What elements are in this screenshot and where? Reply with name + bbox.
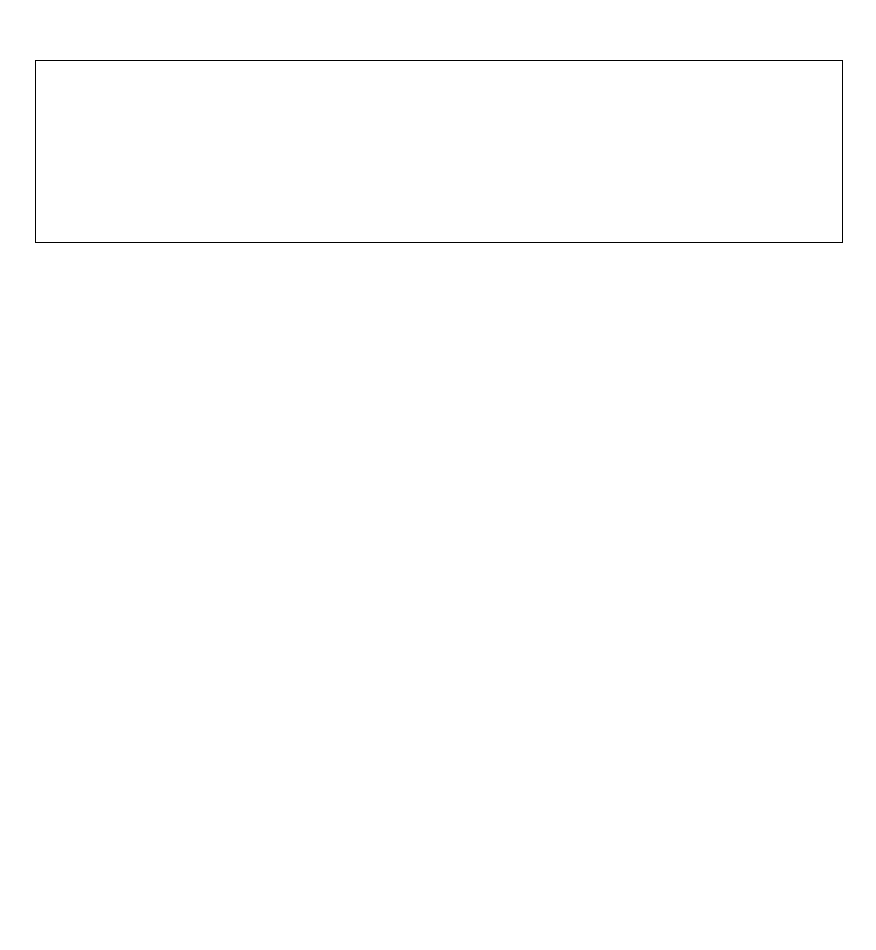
no-transactions-text xyxy=(33,12,858,28)
statistics-table xyxy=(33,266,855,268)
statement-report xyxy=(0,0,876,268)
open-trades-table xyxy=(33,0,858,2)
balance-chart-plot-area xyxy=(35,60,843,243)
working-orders-table xyxy=(33,9,858,11)
balance-chart xyxy=(35,60,876,260)
summary-table xyxy=(33,45,855,47)
